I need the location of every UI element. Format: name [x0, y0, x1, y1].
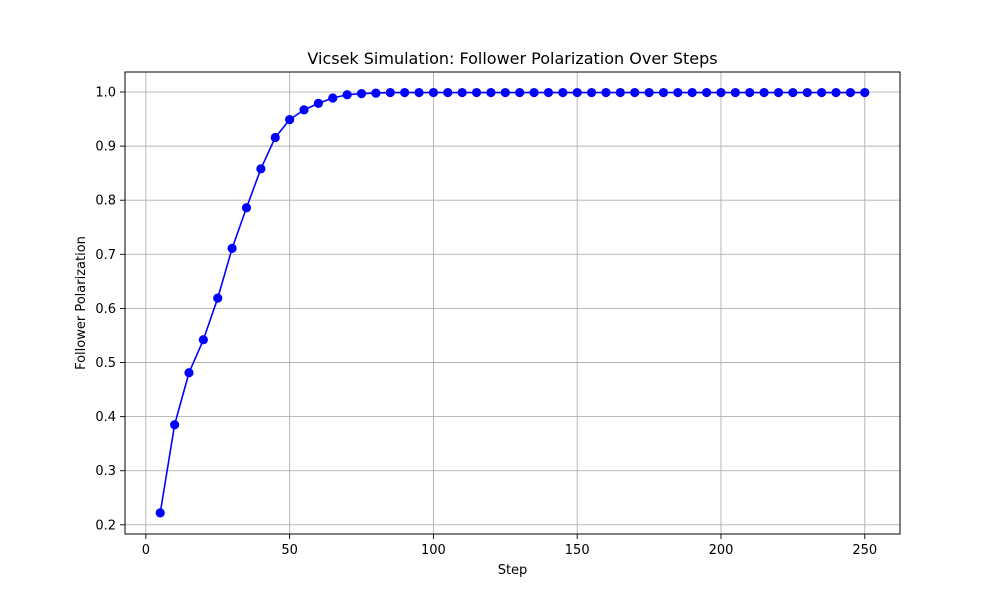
data-point [328, 93, 338, 103]
data-point [486, 87, 496, 98]
x-tick-label: 200 [709, 543, 734, 558]
y-tick-label: 0.7 [95, 248, 116, 263]
x-axis-label: Step [498, 563, 528, 578]
data-point [630, 87, 640, 98]
data-point [831, 87, 841, 98]
y-tick-label: 0.5 [95, 356, 116, 371]
data-point [371, 88, 381, 98]
data-point [515, 87, 525, 98]
data-point [702, 87, 712, 98]
data-point [673, 87, 683, 98]
y-tick-label: 0.4 [95, 410, 116, 425]
data-point [471, 87, 482, 98]
data-point [299, 105, 309, 115]
y-tick-label: 0.3 [95, 464, 116, 479]
data-point [443, 87, 453, 98]
y-axis-label: Follower Polarization [74, 236, 89, 370]
plot-frame [124, 71, 901, 535]
data-point [414, 87, 424, 98]
data-point [716, 87, 726, 98]
data-point [270, 132, 280, 143]
chart-title: Vicsek Simulation: Follower Polarization… [307, 49, 717, 68]
data-point [845, 87, 855, 98]
data-point [788, 87, 798, 98]
y-tick-label: 0.2 [95, 518, 116, 533]
series-layer [155, 87, 870, 518]
x-tick-label: 100 [421, 543, 446, 558]
data-point [170, 420, 180, 430]
x-tick-label: 150 [565, 543, 590, 558]
data-point [687, 87, 697, 98]
data-point [543, 87, 554, 98]
data-point [385, 87, 395, 98]
x-tick-label: 250 [852, 543, 877, 558]
data-point [529, 87, 539, 98]
x-axis-ticks: 0 50 100 150 200 250 [142, 534, 877, 558]
data-point [500, 87, 510, 98]
data-point [601, 87, 611, 98]
data-point [558, 87, 568, 98]
data-point [155, 508, 165, 518]
data-point [615, 87, 625, 98]
data-point [644, 87, 654, 98]
data-point [428, 87, 439, 98]
data-point [860, 87, 870, 98]
y-tick-label: 1.0 [95, 86, 116, 101]
y-tick-label: 0.8 [95, 194, 116, 209]
data-point [773, 87, 784, 98]
data-point [285, 115, 295, 125]
data-point [730, 87, 740, 98]
data-point [313, 98, 323, 108]
data-point [213, 293, 223, 303]
data-point [198, 335, 208, 345]
x-tick-label: 0 [142, 543, 150, 558]
data-point [400, 87, 410, 98]
data-point [342, 90, 352, 100]
data-point [759, 87, 769, 98]
data-point [356, 89, 367, 99]
y-tick-label: 0.9 [95, 140, 116, 155]
data-point [658, 87, 669, 98]
data-point [817, 87, 827, 98]
data-point [586, 87, 597, 98]
data-point [241, 203, 252, 213]
y-tick-label: 0.6 [95, 302, 116, 317]
data-point [457, 87, 467, 98]
y-axis-ticks: 0.2 0.3 0.4 0.5 0.6 0.7 0.8 0.9 1.0 [95, 86, 125, 533]
x-tick-label: 50 [281, 543, 298, 558]
data-point [745, 87, 755, 98]
data-point [184, 368, 194, 378]
data-point [256, 164, 266, 174]
data-point [802, 87, 812, 98]
data-point [572, 87, 582, 98]
data-point [227, 243, 237, 253]
